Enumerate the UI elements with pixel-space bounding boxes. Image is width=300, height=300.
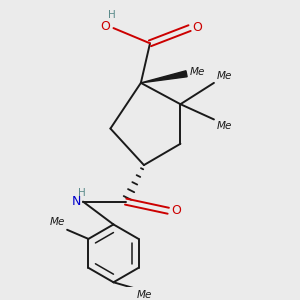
Text: Me: Me [137, 290, 153, 300]
Text: Me: Me [50, 217, 66, 227]
Text: N: N [72, 194, 82, 208]
Polygon shape [141, 71, 187, 83]
Text: O: O [100, 20, 110, 33]
Text: H: H [78, 188, 86, 198]
Text: O: O [192, 21, 202, 34]
Text: O: O [171, 204, 181, 217]
Text: Me: Me [216, 71, 232, 81]
Text: Me: Me [190, 67, 205, 77]
Text: H: H [108, 11, 116, 20]
Text: Me: Me [216, 121, 232, 131]
